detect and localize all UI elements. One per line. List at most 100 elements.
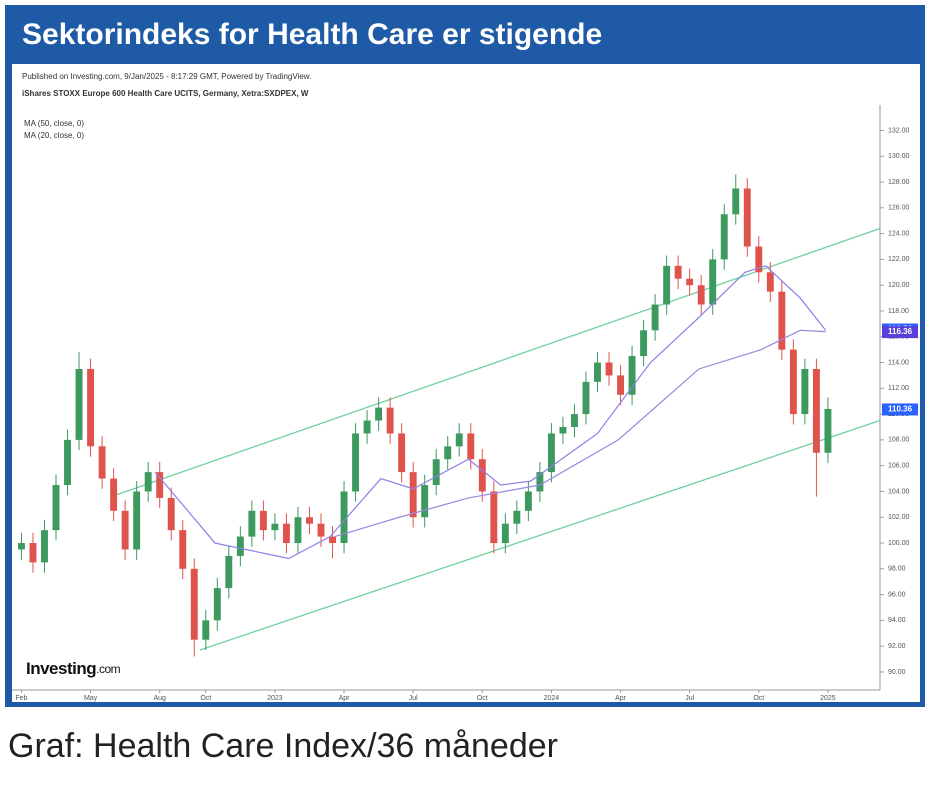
y-tick-label: 90.00 <box>888 669 906 676</box>
moving-average-line <box>154 265 827 560</box>
channel-line <box>114 227 881 496</box>
moving-average-line <box>334 329 826 538</box>
candle-body <box>651 304 659 331</box>
candle-body <box>547 433 555 473</box>
channel-line <box>199 419 881 651</box>
y-tick-label: 108.00 <box>888 437 910 444</box>
candle-body <box>467 433 475 460</box>
x-tick-label: 2025 <box>820 695 836 702</box>
candle-body <box>571 414 578 427</box>
candle-body <box>778 291 786 350</box>
y-tick-label: 106.00 <box>888 463 910 470</box>
candle-body <box>490 491 498 544</box>
candle-body <box>421 485 429 518</box>
candle-body <box>755 246 763 273</box>
candle-body <box>594 362 601 382</box>
candle-body <box>294 517 302 544</box>
candle-body <box>167 497 175 531</box>
candle-body <box>144 472 152 492</box>
candle-body <box>213 588 221 621</box>
candle-body <box>686 278 694 286</box>
candle-body <box>363 420 371 434</box>
candle-body <box>64 439 71 486</box>
y-tick-label: 112.00 <box>888 385 909 392</box>
candle-body <box>444 446 452 460</box>
candle-body <box>386 407 394 434</box>
chart-area <box>12 64 920 702</box>
candle-body <box>617 375 625 395</box>
candle-body <box>513 510 521 524</box>
logo-name: Investing <box>26 659 96 678</box>
subtitle: iShares STOXX Europe 600 Health Care UCI… <box>22 89 309 98</box>
candle-body <box>628 356 636 395</box>
candle-body <box>582 381 590 415</box>
candle-body <box>709 259 717 305</box>
candle-body <box>801 368 809 415</box>
x-tick-label: Feb <box>15 695 27 702</box>
candle-body <box>41 530 48 563</box>
candle-body <box>202 620 210 640</box>
legend-entry: MA (20, close, 0) <box>24 131 84 140</box>
candle-body <box>432 459 440 486</box>
y-tick-label: 98.00 <box>888 566 906 573</box>
x-tick-label: Aug <box>153 695 166 702</box>
candle-body <box>29 543 37 563</box>
y-tick-label: 118.00 <box>888 308 909 315</box>
candle-body <box>225 555 233 589</box>
candle-body <box>190 568 198 640</box>
candle-body <box>455 433 463 447</box>
price-label: 116.36 <box>888 327 913 336</box>
caption: Graf: Health Care Index/36 måneder <box>8 727 558 765</box>
candle-body <box>156 472 164 498</box>
y-tick-label: 94.00 <box>888 617 906 624</box>
candle-body <box>743 188 751 247</box>
candle-body <box>282 523 290 544</box>
x-tick-label: Jul <box>685 695 694 702</box>
y-tick-label: 102.00 <box>888 514 910 521</box>
price-badge <box>882 326 918 339</box>
y-tick-label: 130.00 <box>888 153 910 160</box>
x-tick-label: Apr <box>615 695 627 702</box>
candle-body <box>789 349 797 415</box>
published-note: Published on Investing.com, 9/Jan/2025 -… <box>22 72 311 81</box>
logo-suffix: .com <box>96 662 121 676</box>
candle-body <box>674 265 682 279</box>
x-tick-label: 2024 <box>544 695 560 702</box>
candle-body <box>75 368 83 440</box>
candle-body <box>121 510 129 550</box>
y-tick-label: 104.00 <box>888 488 910 495</box>
candle-body <box>179 530 187 569</box>
candle-body <box>640 330 648 357</box>
candle-body <box>375 407 383 421</box>
candle-body <box>352 433 360 492</box>
candle-body <box>501 523 509 544</box>
candle-body <box>317 523 325 537</box>
y-tick-label: 124.00 <box>888 230 910 237</box>
y-tick-label: 96.00 <box>888 591 906 598</box>
candle-body <box>259 510 267 531</box>
y-tick-label: 114.00 <box>888 359 909 366</box>
candle-body <box>824 408 832 453</box>
x-tick-label: Oct <box>200 695 211 702</box>
candle-body <box>110 478 118 511</box>
y-tick-label: 92.00 <box>888 643 906 650</box>
chart-title: Sektorindeks for Health Care er stigende <box>22 18 602 51</box>
candle-body <box>17 543 25 550</box>
candle-body <box>236 536 244 556</box>
candle-body <box>98 446 106 479</box>
candle-body <box>663 265 671 305</box>
price-label: 110.36 <box>888 405 913 414</box>
candle-body <box>248 510 256 537</box>
candle-body <box>306 517 313 524</box>
x-tick-label: Apr <box>339 695 351 702</box>
candle-body <box>329 536 336 544</box>
candle-body <box>133 491 141 550</box>
y-tick-label: 122.00 <box>888 256 910 263</box>
candle-body <box>720 214 728 260</box>
candle-body <box>697 285 705 305</box>
candle-body <box>559 426 567 434</box>
x-tick-label: Oct <box>477 695 488 702</box>
x-tick-label: May <box>84 695 98 702</box>
candle-body <box>524 491 532 511</box>
legend-entry: MA (50, close, 0) <box>24 119 84 128</box>
